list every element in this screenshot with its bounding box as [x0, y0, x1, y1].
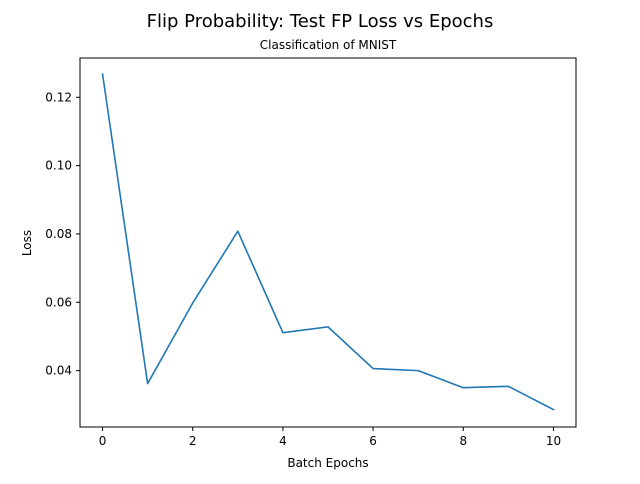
x-axis: 0 2 4 6 8 10 — [99, 427, 561, 448]
y-axis-label: Loss — [20, 230, 34, 256]
x-tick-label: 0 — [99, 434, 107, 448]
x-tick-label: 10 — [546, 434, 561, 448]
y-tick-label: 0.08 — [45, 227, 72, 241]
chart-subtitle: Classification of MNIST — [260, 38, 397, 52]
chart-title: Flip Probability: Test FP Loss vs Epochs — [147, 11, 494, 32]
y-tick-label: 0.12 — [45, 90, 72, 104]
y-axis: 0.04 0.06 0.08 0.10 0.12 — [45, 90, 80, 377]
y-tick-label: 0.10 — [45, 159, 72, 173]
y-tick-label: 0.04 — [45, 364, 72, 378]
series-line — [103, 74, 554, 410]
x-tick-label: 4 — [279, 434, 287, 448]
x-tick-label: 8 — [459, 434, 467, 448]
series-layer — [103, 74, 554, 410]
y-tick-label: 0.06 — [45, 295, 72, 309]
x-tick-label: 2 — [189, 434, 197, 448]
x-axis-label: Batch Epochs — [287, 456, 368, 470]
x-tick-label: 6 — [369, 434, 377, 448]
